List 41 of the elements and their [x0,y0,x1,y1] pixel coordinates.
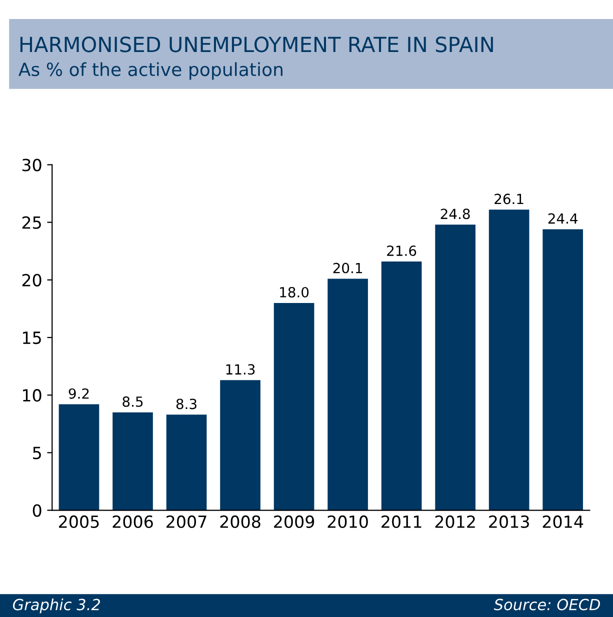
x-tick-label: 2005 [59,515,99,528]
chart-subtitle: As % of the active population [18,62,282,80]
data-label: 8.3 [176,398,196,410]
y-tick-label: 0 [32,504,42,517]
bar [166,414,207,510]
x-tick-label: 2007 [166,515,206,528]
x-tick-label: 2009 [274,515,314,528]
bar [542,229,583,510]
y-tick-label: 5 [33,446,41,460]
data-label: 11.3 [226,364,255,375]
x-tick-label: 2012 [435,515,475,528]
chart-title: HARMONISED UNEMPLOYMENT RATE IN SPAIN [20,36,493,52]
bar [381,261,422,510]
x-tick-label: 2008 [220,515,260,528]
bar [58,404,100,510]
x-tick-label: 2006 [112,515,153,528]
bar [112,412,153,510]
x-tick-label: 2013 [489,515,529,528]
y-tick-label: 10 [23,389,42,402]
data-label: 20.1 [333,262,362,274]
bar [328,278,368,510]
y-tick-label: 20 [22,274,42,286]
bar [488,210,530,510]
data-label: 8.5 [122,396,143,407]
y-tick-label: 15 [23,332,41,344]
x-tick-label: 2011 [382,515,422,528]
x-tick-label: 2014 [542,515,584,528]
y-tick-label: 30 [22,158,42,172]
bar [274,302,314,510]
data-label: 9.2 [68,388,89,399]
data-label: 24.8 [440,208,470,220]
source-note: Source: OECD [494,598,600,610]
data-label: 18.0 [280,286,309,298]
x-tick-label: 2010 [328,515,368,528]
bar [435,224,476,510]
data-label: 21.6 [387,246,416,256]
data-label: 24.4 [548,213,578,224]
data-label: 26.1 [494,194,524,204]
y-tick-label: 25 [22,216,41,229]
bar [220,380,260,510]
text: Graphic 3.2 [12,598,100,614]
